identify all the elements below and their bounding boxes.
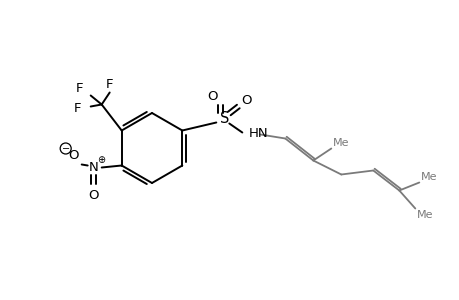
Text: O: O — [241, 94, 251, 107]
Text: F: F — [74, 102, 81, 115]
Text: S: S — [219, 111, 229, 126]
Text: O: O — [68, 149, 79, 162]
Text: Me: Me — [333, 137, 349, 148]
Text: Me: Me — [420, 172, 437, 182]
Text: F: F — [76, 82, 83, 95]
Text: F: F — [106, 78, 113, 91]
Text: N: N — [89, 161, 98, 174]
Text: ⊕: ⊕ — [96, 154, 105, 164]
Text: −: − — [62, 143, 70, 154]
Text: O: O — [88, 189, 99, 202]
Text: Me: Me — [416, 209, 433, 220]
Text: HN: HN — [248, 127, 267, 140]
Text: O: O — [207, 90, 217, 103]
